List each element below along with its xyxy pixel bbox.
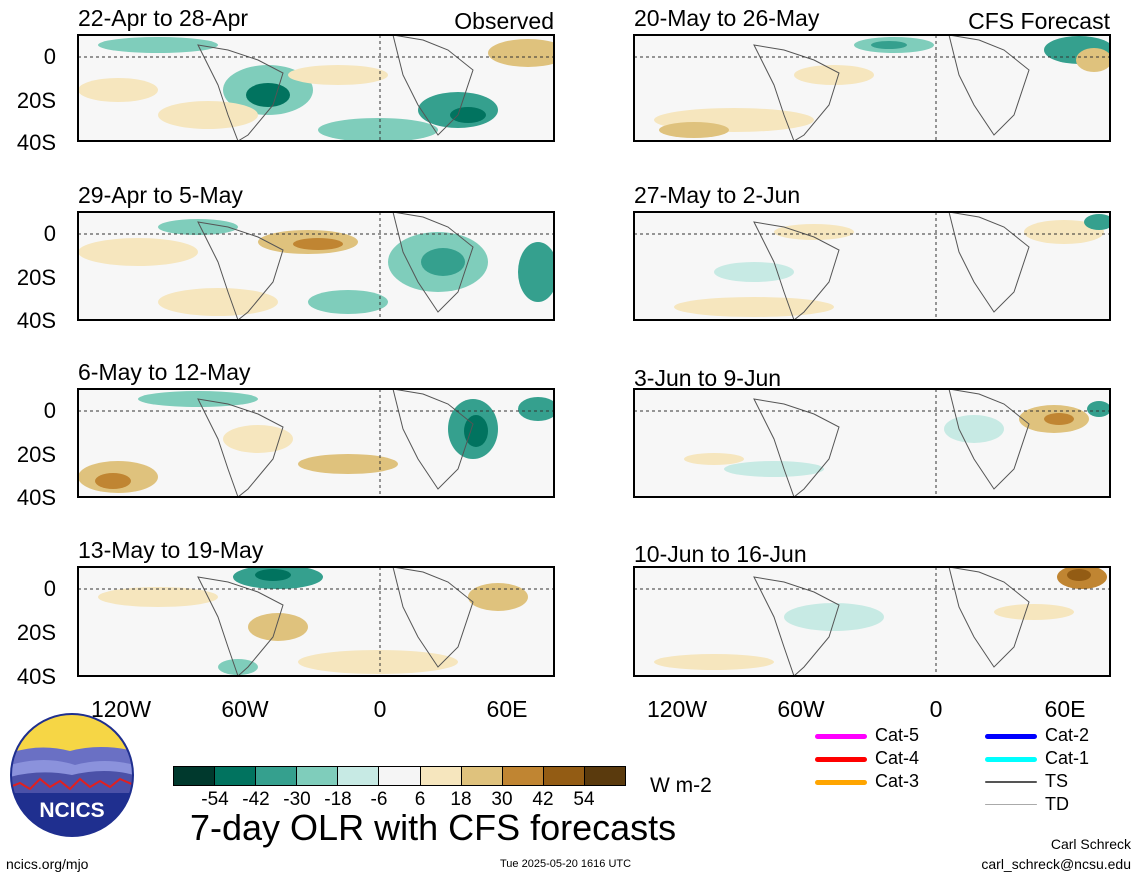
panel-title-fcst-1: 20-May to 26-May [634,5,820,31]
footer-timestamp: Tue 2025-05-20 1616 UTC [500,858,632,870]
y-label-20s: 20S [16,88,56,113]
y-label-0: 0 [43,398,56,423]
ncics-logo: NCICS [10,713,134,837]
colorbar-cell [543,767,585,785]
logo-text: NCICS [39,799,104,822]
colorbar-cell [420,767,462,785]
colorbar-cell [379,767,421,785]
olr-map-fcst-3 [634,389,1110,497]
colorbar-cell [215,767,257,785]
panel-title-obs-1: 22-Apr to 28-Apr [78,5,249,31]
colorbar-tick: -30 [283,789,311,810]
ncics-logo-icon: NCICS [10,713,134,837]
footer-author: Carl Schreck [1050,836,1131,852]
footer-url: ncics.org/mjo [6,856,89,872]
colorbar-cell [256,767,298,785]
legend-swatch-td [985,804,1037,805]
colorbar-tick: 54 [573,789,595,810]
legend-swatch-ts [985,781,1037,783]
legend-swatch-cat4 [815,757,867,762]
colorbar-unit: W m-2 [650,774,712,797]
y-label-40s: 40S [16,130,56,155]
legend-label-td: TD [1045,794,1069,814]
panel-title-obs-4: 13-May to 19-May [78,537,264,563]
colorbar-tick: -54 [201,789,229,810]
y-label-40s: 40S [16,485,56,510]
y-label-40s: 40S [16,308,56,333]
colorbar-cell [297,767,339,785]
olr-map-fcst-4 [634,567,1110,676]
olr-map-obs-1 [78,35,554,141]
y-label-0: 0 [43,44,56,69]
colorbar-tick: 42 [532,789,554,810]
y-label-40s: 40S [16,664,56,689]
colorbar-tick: 30 [491,789,513,810]
x-label-0: 0 [373,696,387,722]
y-label-0: 0 [43,221,56,246]
panel-title-obs-3: 6-May to 12-May [78,359,251,385]
colorbar-cell [338,767,380,785]
panel-tag-observed: Observed [454,8,554,34]
colorbar-cell [174,767,216,785]
colorbar-cell [461,767,503,785]
olr-map-obs-2 [78,212,554,320]
colorbar-tick: -6 [370,789,388,810]
colorbar-cell [502,767,544,785]
legend-swatch-cat3 [815,780,867,785]
y-label-20s: 20S [16,620,56,645]
panel-tag-cfs-forecast: CFS Forecast [968,8,1110,34]
x-label-60e: 60E [486,696,528,722]
colorbar-tick: 18 [450,789,472,810]
panel-title-fcst-2: 27-May to 2-Jun [634,182,801,208]
legend-label-cat5: Cat-5 [875,725,920,745]
olr-map-fcst-2 [634,212,1110,320]
x-label-60w: 60W [221,696,269,722]
legend-swatch-cat2 [985,734,1037,739]
panel-title-fcst-3: 3-Jun to 9-Jun [634,365,782,391]
y-label-20s: 20S [16,265,56,290]
panel-title-fcst-4: 10-Jun to 16-Jun [634,541,807,567]
y-label-20s: 20S [16,442,56,467]
x-label-0: 0 [929,696,943,722]
legend-label-cat3: Cat-3 [875,771,920,791]
olr-map-obs-4 [78,567,554,676]
y-label-0: 0 [43,576,56,601]
x-label-60w: 60W [777,696,825,722]
legend-label-cat2: Cat-2 [1045,725,1090,745]
colorbar-cell [584,767,626,785]
x-label-60e: 60E [1044,696,1086,722]
panel-title-obs-2: 29-Apr to 5-May [78,182,243,208]
colorbar-tick: -42 [242,789,270,810]
x-label-120w: 120W [646,696,708,722]
footer-email: carl_schreck@ncsu.edu [981,856,1131,872]
legend-label-cat4: Cat-4 [875,748,920,768]
olr-map-obs-3 [78,389,554,497]
legend-swatch-cat5 [815,734,867,739]
olr-map-fcst-1 [634,35,1110,141]
x-label-120w: 120W [90,696,152,722]
legend-swatch-cat1 [985,757,1037,762]
legend-label-ts: TS [1045,771,1069,791]
legend-label-cat1: Cat-1 [1045,748,1090,768]
colorbar-tick: 6 [414,789,426,810]
colorbar [173,766,626,786]
colorbar-tick: -18 [324,789,352,810]
main-title: 7-day OLR with CFS forecasts [190,807,677,848]
